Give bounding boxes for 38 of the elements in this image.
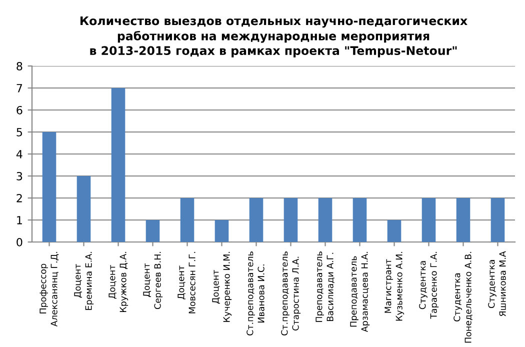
bar <box>249 198 264 242</box>
bar <box>284 198 298 242</box>
x-tick-label: Доцент Сергеев В.Н. <box>143 252 163 310</box>
x-tick-label: Студентка Тарасенко Г.А. <box>419 252 439 319</box>
y-tick-label: 7 <box>16 84 22 92</box>
x-tick-label: Магистрант Кузьменко А.И. <box>384 252 404 321</box>
chart-title: Количество выездов отдельных научно-педагогических работников на международные мероприятия в 2013-2015 годах в рамках проекта "Tempus-Netour" <box>80 16 468 58</box>
x-tick-label: Студентка Яшникова М.А <box>488 251 506 316</box>
x-tick-label: Доцент Еремина Е.А. <box>74 252 94 310</box>
x-tick-label: Доцент Кучеренко И.М. <box>212 252 232 322</box>
y-tick-label: 1 <box>17 216 22 224</box>
bar <box>146 220 160 242</box>
x-tick-label: Студентка Понедельченко А.В. <box>454 252 472 343</box>
bar <box>214 220 229 242</box>
bar <box>352 198 367 242</box>
bar <box>422 198 436 242</box>
x-tick-label: Доцент Кружков Д.А. <box>108 252 128 312</box>
bar <box>111 88 126 242</box>
bar <box>456 198 470 242</box>
y-tick-label: 0 <box>16 238 22 246</box>
bar <box>387 220 402 242</box>
x-tick-label: Преподаватель Арзамасцева Н.А. <box>350 252 370 332</box>
y-tick-label: 4 <box>16 150 22 158</box>
bar <box>318 198 332 242</box>
y-tick-label: 5 <box>16 128 22 136</box>
x-tick-label: Профессор Алексанянц Г.Д. <box>40 252 59 327</box>
x-tick-label: Ст.преподаватель Иванова И.С. <box>246 252 264 336</box>
bar <box>180 198 194 242</box>
bar <box>42 132 56 242</box>
bar <box>490 198 505 242</box>
x-tick-label: Преподаватель Василиади А.Г. <box>316 252 334 322</box>
y-tick-label: 8 <box>16 62 22 70</box>
y-tick-label: 2 <box>16 194 22 202</box>
y-tick-label: 3 <box>16 172 22 180</box>
x-tick-label: Доцент Мовсесян Г.Г. <box>178 252 196 314</box>
x-tick-label: Ст.преподаватель Старостина Л.А. <box>281 252 301 336</box>
y-tick-label: 6 <box>16 106 22 114</box>
bar <box>76 176 91 242</box>
